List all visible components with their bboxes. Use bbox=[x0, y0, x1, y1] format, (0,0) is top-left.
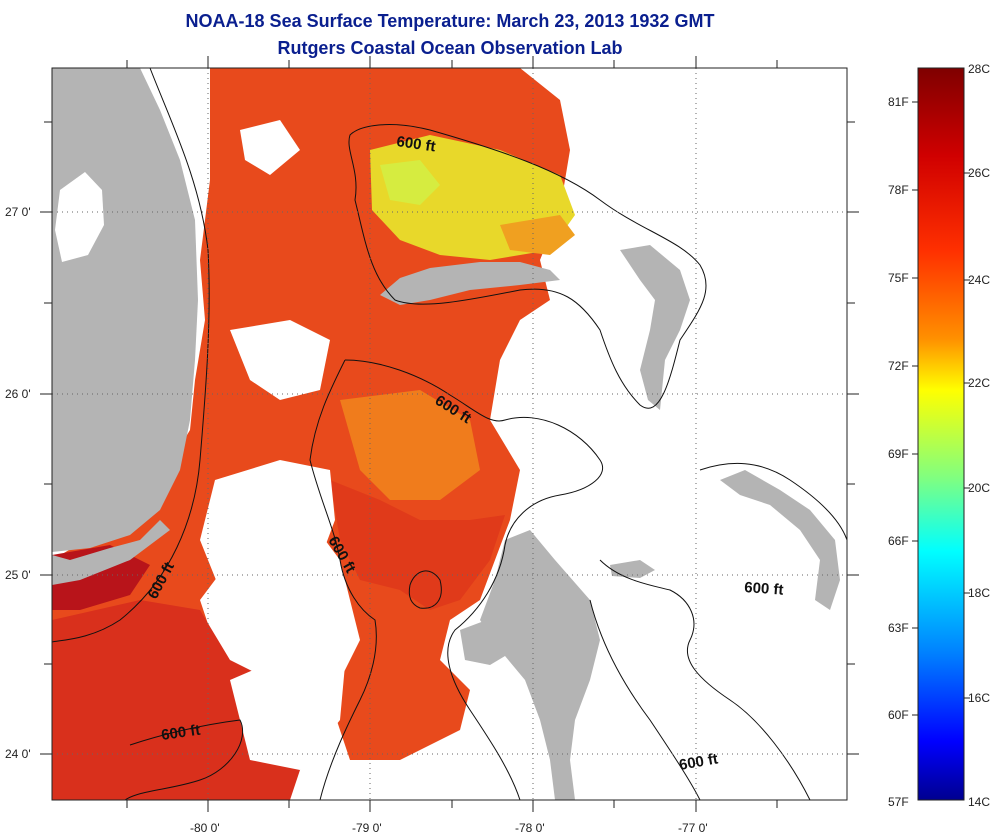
lat-label-26: 26 0' bbox=[5, 387, 31, 401]
chart-subtitle: Rutgers Coastal Ocean Observation Lab bbox=[277, 38, 623, 58]
lat-label-27: 27 0' bbox=[5, 205, 31, 219]
cloud-gap-2 bbox=[230, 320, 330, 400]
colorbar-scale bbox=[917, 67, 965, 801]
contour-label-5: 600 ft bbox=[744, 579, 784, 599]
sst-field-north-orange bbox=[500, 215, 575, 255]
isobath-east bbox=[589, 599, 701, 800]
cb-c-24: 24C bbox=[968, 273, 990, 287]
cloud-gap-3 bbox=[230, 650, 345, 770]
cb-f-72: 72F bbox=[888, 359, 909, 373]
isobath-loop bbox=[408, 570, 442, 609]
cb-c-28: 28C bbox=[968, 62, 990, 76]
cloud-gap-1 bbox=[200, 460, 335, 610]
lake-okeechobee bbox=[55, 172, 104, 262]
isobath-contours bbox=[52, 68, 847, 800]
isobath-florida bbox=[52, 68, 210, 643]
lat-label-24: 24 0' bbox=[5, 747, 31, 761]
land-andros bbox=[480, 530, 600, 800]
cb-f-81: 81F bbox=[888, 95, 909, 109]
cloud-gap-5 bbox=[240, 120, 300, 175]
cloud-gap-4 bbox=[545, 300, 575, 370]
contour-label-7: 600 ft bbox=[678, 750, 720, 774]
map-grid bbox=[52, 68, 847, 800]
cb-f-57: 57F bbox=[888, 795, 909, 809]
cb-f-60: 60F bbox=[888, 708, 909, 722]
cb-f-75: 75F bbox=[888, 271, 909, 285]
lon-label-78: -78 0' bbox=[515, 821, 545, 835]
chart-title: NOAA-18 Sea Surface Temperature: March 2… bbox=[185, 11, 715, 31]
cb-c-16: 16C bbox=[968, 691, 990, 705]
isobath-great-bahama-edge bbox=[344, 359, 603, 800]
sst-field-warm-south bbox=[52, 600, 310, 800]
cb-c-20: 20C bbox=[968, 481, 990, 495]
land-grand-bahama bbox=[380, 262, 560, 305]
cb-c-22: 22C bbox=[968, 376, 990, 390]
lon-label-79: -79 0' bbox=[352, 821, 382, 835]
land-eleuthera bbox=[720, 470, 840, 610]
isobath-tongue bbox=[599, 559, 811, 800]
isobath-little-bahama bbox=[348, 124, 707, 409]
land-florida-keys bbox=[52, 520, 170, 585]
isobath-great-bahama-west bbox=[309, 359, 377, 800]
land-new-providence bbox=[610, 560, 655, 578]
lat-label-25: 25 0' bbox=[5, 568, 31, 582]
isobath-exuma bbox=[699, 462, 847, 541]
lon-label-80: -80 0' bbox=[190, 821, 220, 835]
contour-label-6: 600 ft bbox=[160, 722, 201, 744]
axis-ticks bbox=[40, 56, 859, 812]
sst-field-bahamas-edge bbox=[330, 480, 505, 610]
lon-label-77: -77 0' bbox=[678, 821, 708, 835]
land-abaco bbox=[620, 245, 690, 410]
isobath-south-loop bbox=[124, 719, 244, 800]
cb-c-26: 26C bbox=[968, 166, 990, 180]
cb-f-69: 69F bbox=[888, 447, 909, 461]
map-frame bbox=[51, 67, 848, 801]
contour-label-1: 600 ft bbox=[395, 133, 436, 155]
map-content: 600 ft 600 ft 600 ft 600 ft 600 ft 600 f… bbox=[52, 68, 847, 800]
sst-field-mid bbox=[340, 390, 480, 500]
colorbar: 28C 26C 24C 22C 20C 18C 16C 14C 81F 78F … bbox=[888, 62, 990, 809]
cb-f-63: 63F bbox=[888, 621, 909, 635]
cb-c-18: 18C bbox=[968, 586, 990, 600]
sst-field-north-cooler bbox=[380, 160, 440, 205]
cb-f-78: 78F bbox=[888, 183, 909, 197]
cb-f-66: 66F bbox=[888, 534, 909, 548]
cb-c-14: 14C bbox=[968, 795, 990, 809]
land-andros-north bbox=[460, 615, 515, 665]
